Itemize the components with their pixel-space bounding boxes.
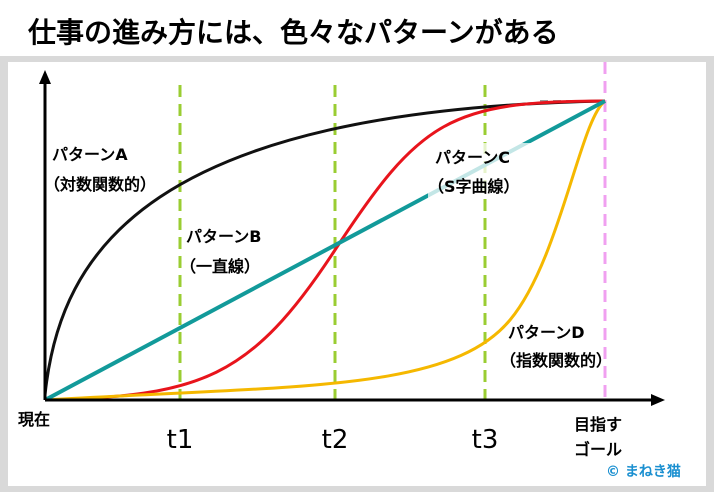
- curve-d: [44, 99, 607, 402]
- pattern-note: （対数関数的）: [44, 175, 156, 194]
- label-backdrop: [428, 143, 546, 199]
- pattern-name: パターンB: [186, 227, 261, 246]
- credit: © まねき猫: [606, 463, 681, 480]
- x-goal: 目指す: [574, 415, 622, 434]
- x-start: 現在: [18, 410, 50, 429]
- curve-a: [43, 99, 606, 396]
- axes: [39, 70, 665, 406]
- pattern-name: パターンA: [52, 145, 128, 164]
- panel: [8, 62, 706, 486]
- y-arrow: [39, 70, 51, 84]
- x-goal: ゴール: [574, 440, 622, 459]
- title: 仕事の進み方には、色々なパターンがある: [27, 16, 559, 49]
- curve-c: [44, 99, 606, 402]
- x-tick: t1: [167, 425, 194, 455]
- pattern-note: （S字曲線）: [428, 177, 520, 196]
- pattern-note: （一直線）: [180, 257, 260, 276]
- pattern-note: （指数関数的）: [500, 351, 612, 370]
- pattern-name: パターンC: [435, 148, 510, 167]
- x-tick: t3: [472, 425, 499, 455]
- x-tick: t2: [322, 425, 349, 455]
- pattern-name: パターンD: [508, 323, 584, 342]
- x-arrow: [651, 394, 665, 406]
